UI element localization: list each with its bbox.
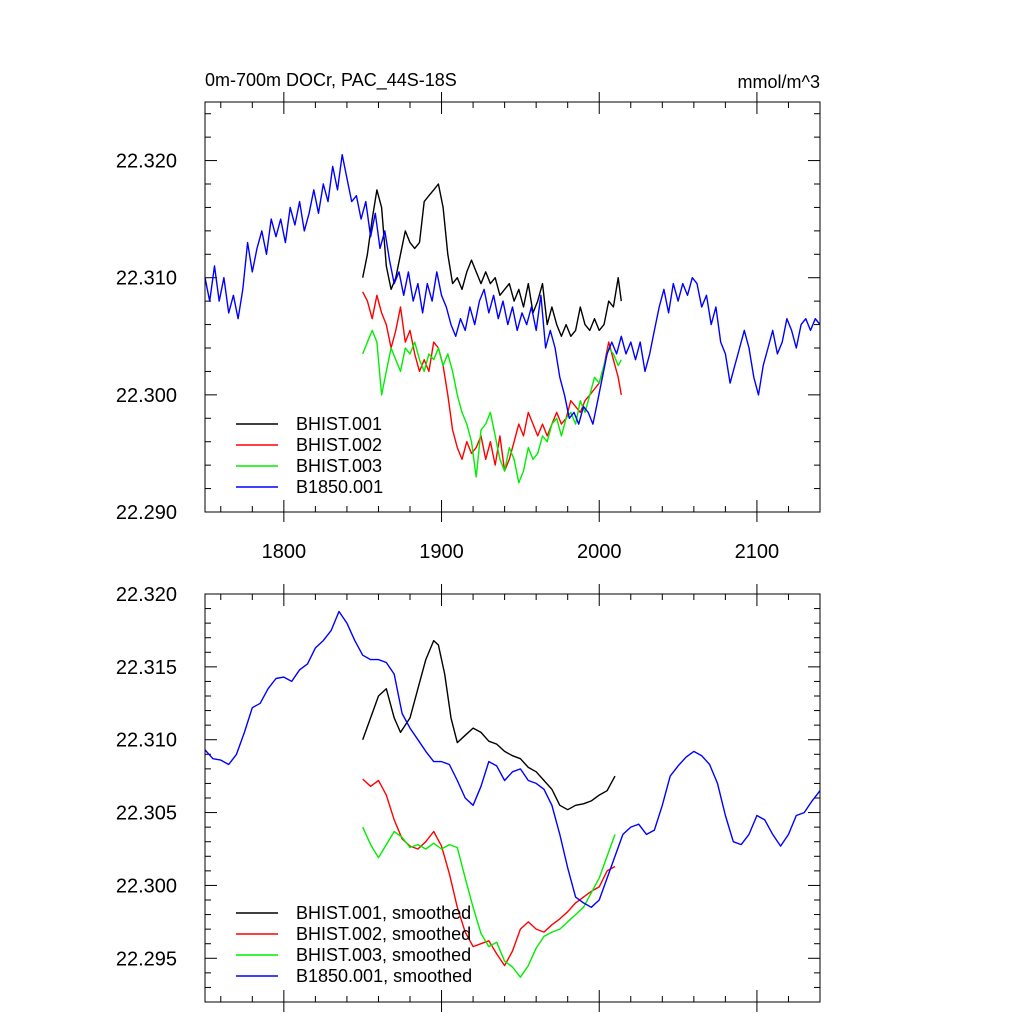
y-tick-label: 22.300 xyxy=(116,875,177,897)
legend-label: B1850.001 xyxy=(296,477,383,497)
panel-bottom: 22.295 22.300 22.305 22.310 22.315 22.320 BHI… xyxy=(116,584,821,1012)
series-line xyxy=(362,639,616,811)
series-group xyxy=(204,154,821,484)
y-tick-label: 22.300 xyxy=(116,385,177,407)
y-tick-label: 22.310 xyxy=(116,730,177,752)
y-tick-label: 22.290 xyxy=(116,502,177,524)
y-tick-label: 22.305 xyxy=(116,803,177,825)
chart-title: 0m-700m DOCr, PAC_44S-18S xyxy=(205,70,457,91)
y-tick-label: 22.295 xyxy=(116,948,177,970)
y-axis-labels: 22.295 22.300 22.305 22.310 22.315 22.320 xyxy=(116,584,177,970)
legend-label: BHIST.002 xyxy=(296,435,382,455)
y-axis-labels: 22.290 22.300 22.310 22.320 xyxy=(116,151,177,524)
x-axis-labels: 1800 1900 2000 2100 xyxy=(262,541,780,563)
series-line xyxy=(362,329,622,484)
y-tick-label: 22.315 xyxy=(116,657,177,679)
x-tick-label: 2100 xyxy=(735,541,780,563)
legend-label: BHIST.001 xyxy=(296,414,382,434)
series-line xyxy=(204,154,821,425)
panel-top: 0m-700m DOCr, PAC_44S-18S mmol/m^3 22.29… xyxy=(116,70,821,563)
x-tick-label: 2000 xyxy=(577,541,622,563)
x-tick-label: 1800 xyxy=(262,541,307,563)
legend-label: BHIST.003 xyxy=(296,456,382,476)
plot-frame xyxy=(204,101,821,513)
y-tick-label: 22.320 xyxy=(116,584,177,606)
y-tick-label: 22.320 xyxy=(116,151,177,173)
units-label: mmol/m^3 xyxy=(738,72,820,92)
legend-label: B1850.001, smoothed xyxy=(296,966,472,986)
legend-label: BHIST.003, smoothed xyxy=(296,945,471,965)
series-line xyxy=(204,610,821,908)
y-tick-label: 22.310 xyxy=(116,268,177,290)
plot-frame xyxy=(204,593,821,1003)
x-tick-label: 1900 xyxy=(419,541,464,563)
series-line xyxy=(362,291,622,472)
legend-label: BHIST.001, smoothed xyxy=(296,903,471,923)
series-group xyxy=(204,610,821,978)
series-line xyxy=(362,183,622,337)
legend-label: BHIST.002, smoothed xyxy=(296,924,471,944)
axis-ticks xyxy=(205,92,821,522)
series-line xyxy=(362,826,616,978)
